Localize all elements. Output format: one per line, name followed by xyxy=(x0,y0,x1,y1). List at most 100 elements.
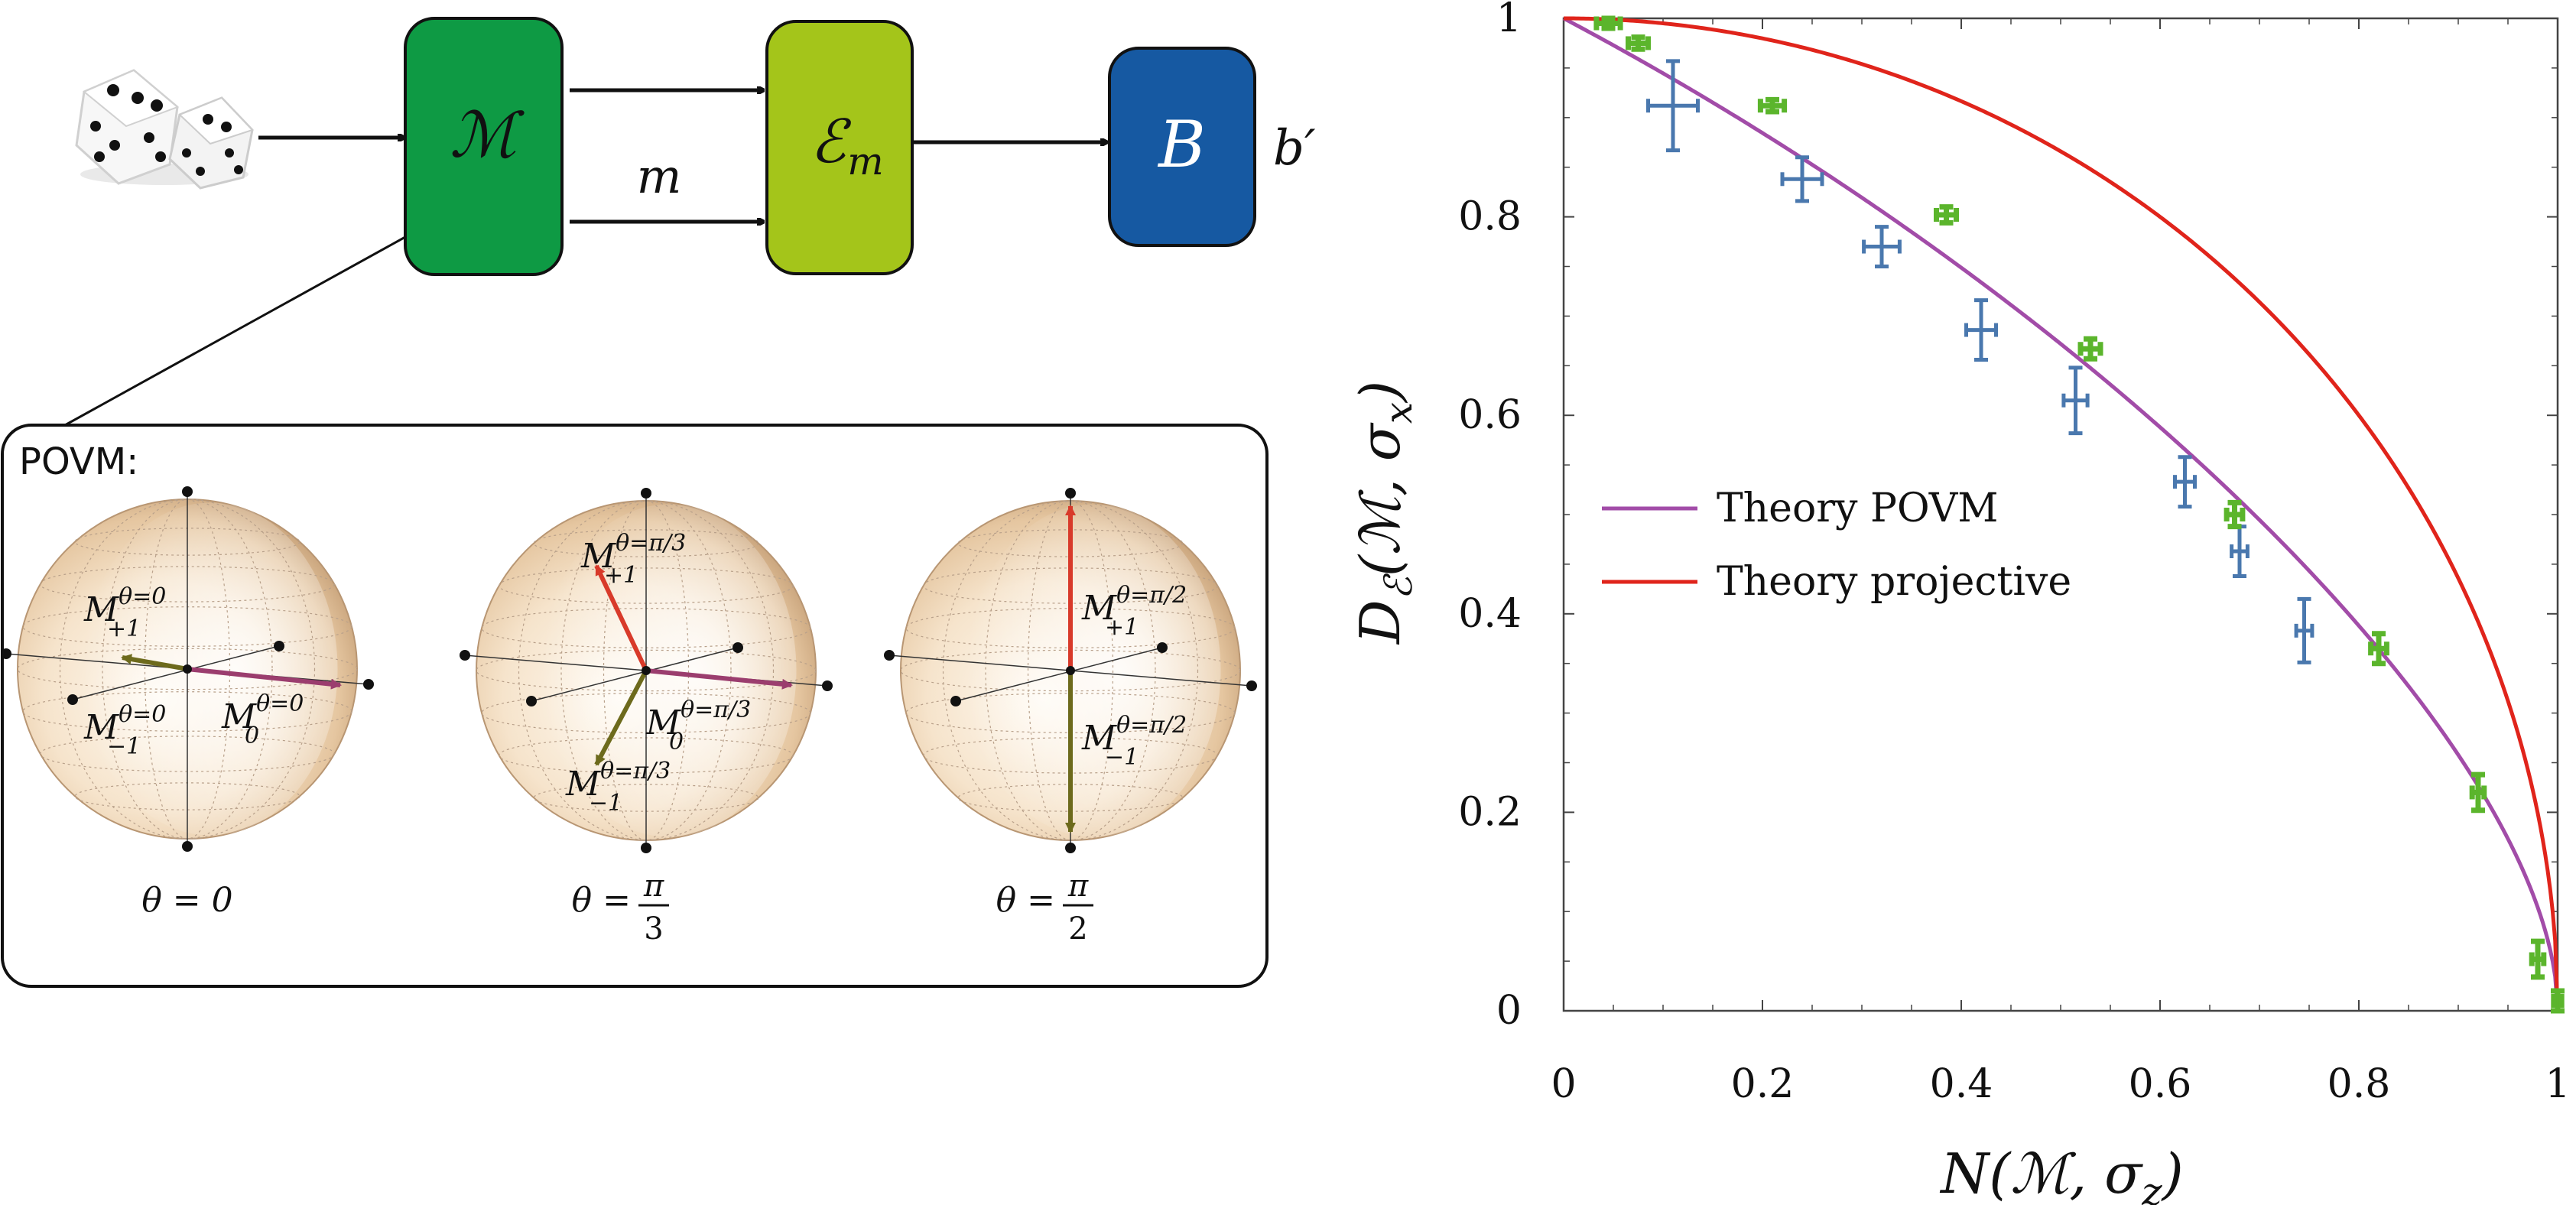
x-tick-label: 0 xyxy=(1551,1061,1576,1107)
dice-icon xyxy=(75,69,254,190)
x-axis-label-rest: , σ xyxy=(2069,1142,2143,1205)
y-axis-label-close: ) xyxy=(1348,381,1412,404)
axis-endpoint xyxy=(182,841,193,852)
data-point xyxy=(2230,525,2250,578)
wire-label-m: m xyxy=(637,148,682,204)
povm-label-superscript: θ=π/2 xyxy=(1116,712,1187,739)
channel-box-subscript: m xyxy=(847,139,883,184)
series-line-theory-povm xyxy=(1562,16,2560,1012)
axis-endpoint xyxy=(526,696,537,706)
axis-endpoint xyxy=(884,650,895,661)
povm-vector-arrow xyxy=(187,667,342,690)
y-axis xyxy=(531,647,739,702)
data-point xyxy=(2224,499,2246,530)
povm-vector-arrow xyxy=(645,668,793,690)
y-axis-label-rest: (ℳ, σ xyxy=(1348,422,1412,577)
sphere-center xyxy=(1066,666,1075,675)
bob-box xyxy=(1108,47,1256,247)
sphere-highlight xyxy=(83,502,338,836)
data-point xyxy=(2529,938,2547,980)
bloch-sphere: Mθ=π/2 +1Mθ=π/2 −1θ = π2 xyxy=(884,488,1257,947)
povm-label-superscript: θ=0 xyxy=(119,701,166,728)
x-axis-label-close: ) xyxy=(2161,1142,2184,1205)
povm-label-superscript: θ=π/3 xyxy=(600,758,671,784)
data-point xyxy=(2077,336,2103,362)
axis-endpoint xyxy=(822,680,833,691)
axis-endpoint xyxy=(641,488,651,499)
x-tick-label: 0.8 xyxy=(2327,1061,2391,1107)
data-point xyxy=(2294,596,2315,664)
data-point xyxy=(2368,631,2389,667)
x-axis-label-main: N( xyxy=(1939,1142,2012,1205)
output-label: b′ xyxy=(1273,120,1316,177)
bob-box-label: B xyxy=(1157,107,1206,182)
data-point xyxy=(2469,771,2487,814)
povm-element-label: Mθ=π/2 −1 xyxy=(1081,712,1187,771)
povm-vector-arrow xyxy=(594,669,648,766)
axis-endpoint xyxy=(1065,488,1076,499)
axis-endpoint xyxy=(363,679,374,690)
povm-label-base: M xyxy=(221,697,257,736)
povm-label-base: M xyxy=(1081,589,1117,628)
x-tick-label: 0.6 xyxy=(2129,1061,2192,1107)
channel-box-label: ℰ xyxy=(810,108,852,177)
axis-endpoint xyxy=(733,642,743,653)
povm-label-base: M xyxy=(83,590,119,629)
axis-endpoint xyxy=(1246,680,1257,691)
sphere-caption-numerator: π xyxy=(643,869,664,904)
data-point xyxy=(2551,988,2565,1014)
povm-label-superscript: θ=π/2 xyxy=(1116,582,1187,609)
povm-label-subscript: +1 xyxy=(1105,614,1139,641)
legend-label: Theory POVM xyxy=(1717,486,1999,531)
longitude-line xyxy=(1027,500,1114,841)
povm-label-subscript: −1 xyxy=(589,790,622,817)
povm-vector-arrow xyxy=(121,654,188,671)
y-axis-label-sub2: x xyxy=(1376,402,1421,424)
x-tick-label: 0.2 xyxy=(1731,1061,1795,1107)
povm-element-label: Mθ=0 −1 xyxy=(83,701,166,760)
povm-label-superscript: θ=0 xyxy=(119,583,166,610)
axis-endpoint xyxy=(182,486,193,497)
data-point xyxy=(1780,155,1824,203)
measure-box-label: ℳ xyxy=(450,99,525,172)
sphere-caption-prefix: θ = xyxy=(572,881,631,920)
data-point xyxy=(1964,298,1998,362)
povm-element-label: Mθ=0 +1 xyxy=(83,583,166,642)
sphere-center xyxy=(183,664,192,674)
povm-element-label: Mθ=π/2 +1 xyxy=(1081,582,1187,641)
longitude-line xyxy=(144,499,231,840)
channel-box xyxy=(765,20,914,275)
povm-title: POVM: xyxy=(19,440,138,483)
axis-endpoint xyxy=(1157,642,1168,653)
povm-element-label: Mθ=π/3 −1 xyxy=(565,758,671,817)
data-point xyxy=(1862,225,1902,268)
axis-endpoint xyxy=(641,843,651,853)
sphere-center xyxy=(642,666,651,675)
x-axis-label-sub: z xyxy=(2141,1170,2162,1205)
povm-label-subscript: −1 xyxy=(107,733,141,760)
y-tick-label: 0.4 xyxy=(1458,591,1522,637)
povm-label-superscript: θ=π/3 xyxy=(616,530,686,557)
povm-vector-arrow xyxy=(594,564,648,672)
axis-endpoint xyxy=(460,650,470,661)
sphere-caption-numerator: π xyxy=(1067,869,1089,904)
povm-label-subscript: 0 xyxy=(669,729,684,755)
data-point xyxy=(1593,15,1623,31)
data-point xyxy=(2173,455,2197,509)
data-point xyxy=(1757,96,1788,115)
data-point xyxy=(1646,59,1700,153)
povm-element-label: Mθ=π/3 +1 xyxy=(580,530,686,589)
povm-label-subscript: −1 xyxy=(1105,744,1139,771)
x-axis-label-symbol: ℳ xyxy=(2010,1142,2076,1205)
series-line-theory-projective xyxy=(1564,16,2560,1012)
povm-label-base: M xyxy=(1081,719,1117,758)
povm-label-superscript: θ=0 xyxy=(256,690,304,717)
y-axis-label-sub: ℰ xyxy=(1376,573,1421,599)
y-axis-label: Dℰ(ℳ, σx) xyxy=(1348,381,1421,645)
x-tick-label: 1 xyxy=(2545,1061,2570,1107)
sphere-caption-denominator: 3 xyxy=(644,911,663,947)
x-axis-label: N(ℳ, σz) xyxy=(1939,1142,2183,1205)
measure-box xyxy=(404,17,564,276)
